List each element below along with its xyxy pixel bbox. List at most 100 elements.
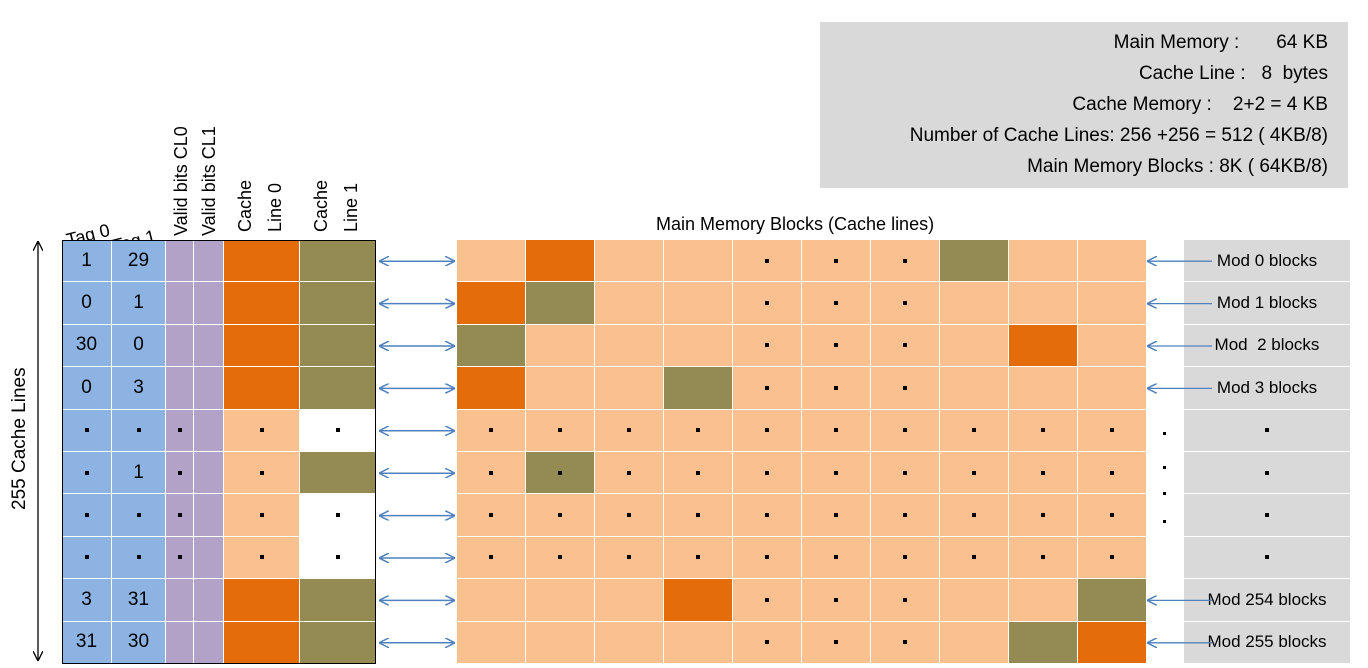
mm-block-0-4 [733, 240, 802, 283]
mm-block-0-8 [1009, 240, 1078, 283]
cache-cell-v-8 [166, 579, 194, 622]
mm-block-8-1 [526, 579, 595, 622]
mm-block-3-9 [1078, 367, 1147, 410]
mm-block-8-0 [457, 579, 526, 622]
mm-block-3-0 [457, 367, 526, 410]
main-memory-title: Main Memory Blocks (Cache lines) [656, 214, 935, 234]
ellipsis-dot [696, 470, 700, 475]
cache-cell-tag0-0: 1 [62, 240, 112, 283]
ellipsis-dot [834, 640, 838, 645]
cache-cell-tag1-6 [112, 494, 166, 537]
mod-label-text: Mod 254 blocks [1207, 589, 1327, 609]
info-main-memory: Main Memory : 64 KB [1113, 32, 1328, 53]
mm-block-7-5 [802, 536, 871, 580]
cache-cell-v2-3 [194, 367, 224, 410]
cache-cell-cl1-2 [300, 324, 376, 368]
mm-block-5-0 [457, 452, 526, 495]
mm-block-4-1 [526, 409, 595, 452]
mm-block-2-9 [1078, 324, 1147, 368]
cache-cell-v-7 [166, 536, 194, 580]
ellipsis-dot [834, 597, 838, 602]
cache-cell-cl1-7 [300, 536, 376, 580]
ellipsis-dot [1110, 513, 1114, 518]
mm-block-8-6 [871, 579, 940, 622]
mm-block-6-7 [940, 494, 1009, 537]
mm-block-5-7 [940, 452, 1009, 495]
mm-block-4-6 [871, 409, 940, 452]
mm-block-6-5 [802, 494, 871, 537]
cache-cell-v2-8 [194, 579, 224, 622]
mm-block-4-7 [940, 409, 1009, 452]
mm-block-9-3 [664, 621, 733, 664]
mod-label-4 [1184, 409, 1350, 452]
info-num-lines: Number of Cache Lines: 256 +256 = 512 ( … [909, 125, 1328, 146]
cache-cell-tag0-3: 0 [62, 367, 112, 410]
ellipsis-dot [84, 470, 89, 475]
ellipsis-dot [834, 343, 838, 348]
ellipsis-dot [1041, 513, 1045, 518]
mm-block-1-0 [457, 282, 526, 325]
mm-block-6-8 [1009, 494, 1078, 537]
mm-block-5-8 [1009, 452, 1078, 495]
ellipsis-dot [627, 555, 631, 560]
ellipsis-dot [177, 428, 182, 433]
mm-block-0-1 [526, 240, 595, 283]
mm-block-7-4 [733, 536, 802, 580]
ellipsis-dot [335, 555, 340, 560]
cache-cell-value: 30 [127, 631, 150, 653]
ellipsis-dot [84, 555, 89, 560]
mm-block-6-2 [595, 494, 664, 537]
mm-block-2-0 [457, 324, 526, 368]
mm-block-2-6 [871, 324, 940, 368]
ellipsis-dot [834, 301, 838, 306]
cache-cell-v-4 [166, 409, 194, 452]
ellipsis-dot [1110, 428, 1114, 433]
mm-block-3-7 [940, 367, 1009, 410]
mm-block-1-3 [664, 282, 733, 325]
ellipsis-dot [1265, 555, 1269, 560]
ellipsis-dot [177, 555, 182, 560]
cache-cell-tag0-4 [62, 409, 112, 452]
cache-cell-v2-7 [194, 536, 224, 580]
ellipsis-dot [1041, 555, 1045, 560]
mm-block-6-6 [871, 494, 940, 537]
ellipsis-dot [627, 428, 631, 433]
ellipsis-dot [1265, 428, 1269, 433]
mm-block-1-4 [733, 282, 802, 325]
mm-block-6-1 [526, 494, 595, 537]
cache-cell-tag0-6 [62, 494, 112, 537]
ellipsis-dot [765, 428, 769, 433]
ellipsis-dot [627, 513, 631, 518]
cache-cell-value: 31 [127, 588, 150, 610]
ellipsis-dot [765, 470, 769, 475]
ellipsis-dot [558, 428, 562, 433]
cache-cell-tag0-7 [62, 536, 112, 580]
ellipsis-dot [1041, 470, 1045, 475]
ellipsis-dot [765, 597, 769, 602]
mm-block-7-0 [457, 536, 526, 580]
mm-block-4-0 [457, 409, 526, 452]
ellipsis-dot [903, 301, 907, 306]
ellipsis-dot [903, 343, 907, 348]
mm-block-4-5 [802, 409, 871, 452]
ellipsis-dot [259, 513, 264, 518]
ellipsis-dot [765, 258, 769, 263]
cache-cell-tag1-7 [112, 536, 166, 580]
cache-cell-v2-6 [194, 494, 224, 537]
mm-block-7-3 [664, 536, 733, 580]
cache-cell-v2-1 [194, 282, 224, 325]
ellipsis-dot [558, 513, 562, 518]
ellipsis-dot [1110, 470, 1114, 475]
mm-block-7-1 [526, 536, 595, 580]
ellipsis-dot [489, 470, 493, 475]
cache-cell-v2-5 [194, 452, 224, 495]
ellipsis-dot [1265, 513, 1269, 518]
ellipsis-dot [972, 470, 976, 475]
cache-cell-cl0-3 [224, 367, 300, 410]
ellipsis-dot [489, 555, 493, 560]
mod-label-3: Mod 3 blocks [1184, 367, 1350, 410]
mm-block-1-7 [940, 282, 1009, 325]
mm-block-6-0 [457, 494, 526, 537]
mm-block-1-5 [802, 282, 871, 325]
